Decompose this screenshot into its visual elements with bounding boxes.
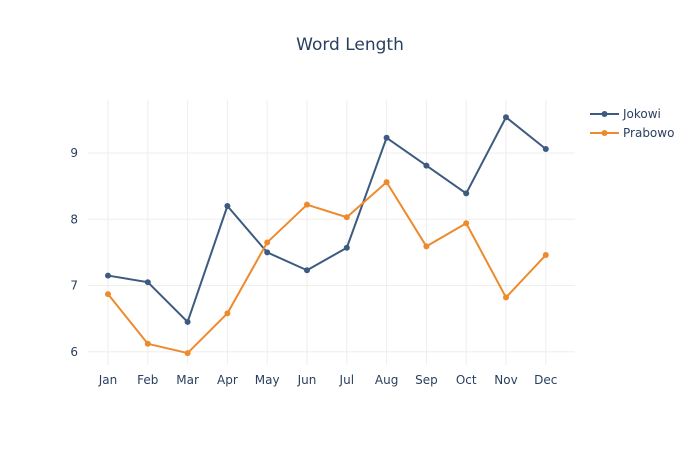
x-tick-label: Jul	[339, 373, 354, 387]
data-point-prabowo[interactable]	[423, 243, 429, 249]
legend-label: Jokowi	[622, 107, 661, 121]
series-line-prabowo	[108, 182, 546, 353]
x-tick-label: Nov	[494, 373, 517, 387]
legend-swatch-marker	[602, 111, 608, 117]
legend-label: Prabowo	[623, 126, 674, 140]
data-point-prabowo[interactable]	[224, 310, 230, 316]
data-point-prabowo[interactable]	[145, 341, 151, 347]
y-tick-label: 9	[70, 146, 78, 160]
x-tick-label: Sep	[415, 373, 438, 387]
data-point-prabowo[interactable]	[503, 294, 509, 300]
series-prabowo	[105, 179, 549, 356]
x-tick-label: Oct	[456, 373, 477, 387]
data-point-prabowo[interactable]	[384, 179, 390, 185]
x-tick-label: Apr	[217, 373, 238, 387]
data-point-prabowo[interactable]	[344, 214, 350, 220]
x-axis: Jan Feb Mar Apr May Jun Jul Aug Sep Oct Nov Dec	[98, 373, 558, 387]
chart-title: Word Length	[296, 35, 404, 55]
data-point-jokowi[interactable]	[463, 190, 469, 196]
gridlines	[88, 100, 575, 365]
legend-item-jokowi[interactable]: Jokowi	[590, 107, 661, 121]
data-point-jokowi[interactable]	[384, 135, 390, 141]
data-point-jokowi[interactable]	[145, 279, 151, 285]
y-tick-label: 7	[70, 279, 78, 293]
legend-swatch-marker	[602, 130, 608, 136]
legend-item-prabowo[interactable]: Prabowo	[590, 126, 674, 140]
y-tick-label: 8	[70, 212, 78, 226]
data-point-jokowi[interactable]	[344, 245, 350, 251]
data-point-prabowo[interactable]	[264, 239, 270, 245]
y-axis: 6 7 8 9	[70, 146, 78, 359]
x-tick-label: Mar	[176, 373, 199, 387]
data-point-jokowi[interactable]	[423, 163, 429, 169]
data-point-jokowi[interactable]	[304, 267, 310, 273]
x-tick-label: Feb	[137, 373, 158, 387]
data-point-jokowi[interactable]	[105, 273, 111, 279]
x-tick-label: May	[255, 373, 280, 387]
x-tick-label: Dec	[534, 373, 557, 387]
x-tick-label: Jun	[297, 373, 317, 387]
data-point-prabowo[interactable]	[304, 202, 310, 208]
data-point-prabowo[interactable]	[463, 220, 469, 226]
legend[interactable]: Jokowi Prabowo	[590, 107, 674, 140]
data-point-prabowo[interactable]	[185, 350, 191, 356]
data-point-jokowi[interactable]	[224, 203, 230, 209]
data-point-jokowi[interactable]	[264, 249, 270, 255]
data-point-prabowo[interactable]	[543, 252, 549, 258]
series-layer	[105, 114, 549, 356]
x-tick-label: Jan	[98, 373, 118, 387]
data-point-jokowi[interactable]	[185, 319, 191, 325]
x-tick-label: Aug	[375, 373, 398, 387]
data-point-jokowi[interactable]	[503, 114, 509, 120]
data-point-prabowo[interactable]	[105, 291, 111, 297]
data-point-jokowi[interactable]	[543, 146, 549, 152]
y-tick-label: 6	[70, 345, 78, 359]
